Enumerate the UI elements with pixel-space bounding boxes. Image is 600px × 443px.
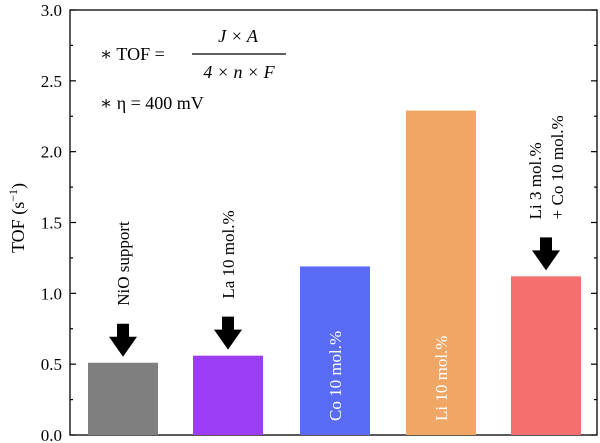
arrows xyxy=(109,237,560,357)
bars xyxy=(88,110,581,435)
y-tick-label-6: 3.0 xyxy=(41,1,62,20)
y-axis-title: TOF (s−1) xyxy=(6,183,29,253)
bar-label-3: Li 10 mol.% xyxy=(432,336,451,421)
y-tick-label-0: 0.0 xyxy=(41,426,62,443)
y-tick-label-1: 0.5 xyxy=(41,355,62,374)
bar-1 xyxy=(193,355,263,435)
down-arrow-0 xyxy=(109,323,137,357)
y-tick-label-3: 1.5 xyxy=(41,214,62,233)
y-axis-title-sup: −1 xyxy=(6,189,20,202)
bar-label-0: NiO support xyxy=(114,221,133,306)
bar-2 xyxy=(300,266,370,435)
tof-prefix: ∗ TOF = xyxy=(100,44,165,64)
bar-label-4-line-1: + Co 10 mol.% xyxy=(548,115,567,219)
y-axis-title-close: ) xyxy=(8,183,29,189)
bar-label-2: Co 10 mol.% xyxy=(326,331,345,421)
bar-label-1: La 10 mol.% xyxy=(219,210,238,298)
bar-0 xyxy=(88,362,158,435)
y-tick-label-5: 2.5 xyxy=(41,72,62,91)
bar-3 xyxy=(406,110,476,435)
y-axis-title-text: TOF (s xyxy=(8,202,29,253)
down-arrow-4 xyxy=(532,237,560,271)
formula-annotation: ∗ TOF = J × A 4 × n × F ∗ η = 400 mV xyxy=(100,26,286,113)
down-arrow-1 xyxy=(214,316,242,350)
bar-4 xyxy=(511,276,581,435)
y-tick-label-4: 2.0 xyxy=(41,143,62,162)
formula-denominator: 4 × n × F xyxy=(203,62,275,82)
bar-label-4-line-0: Li 3 mol.% xyxy=(526,142,545,219)
formula-numerator: J × A xyxy=(218,26,259,46)
bar-labels: NiO support La 10 mol.% Co 10 mol.% Li 10 m… xyxy=(114,115,567,421)
y-tick-label-2: 1.0 xyxy=(41,284,62,303)
eta-annotation: ∗ η = 400 mV xyxy=(100,93,204,113)
